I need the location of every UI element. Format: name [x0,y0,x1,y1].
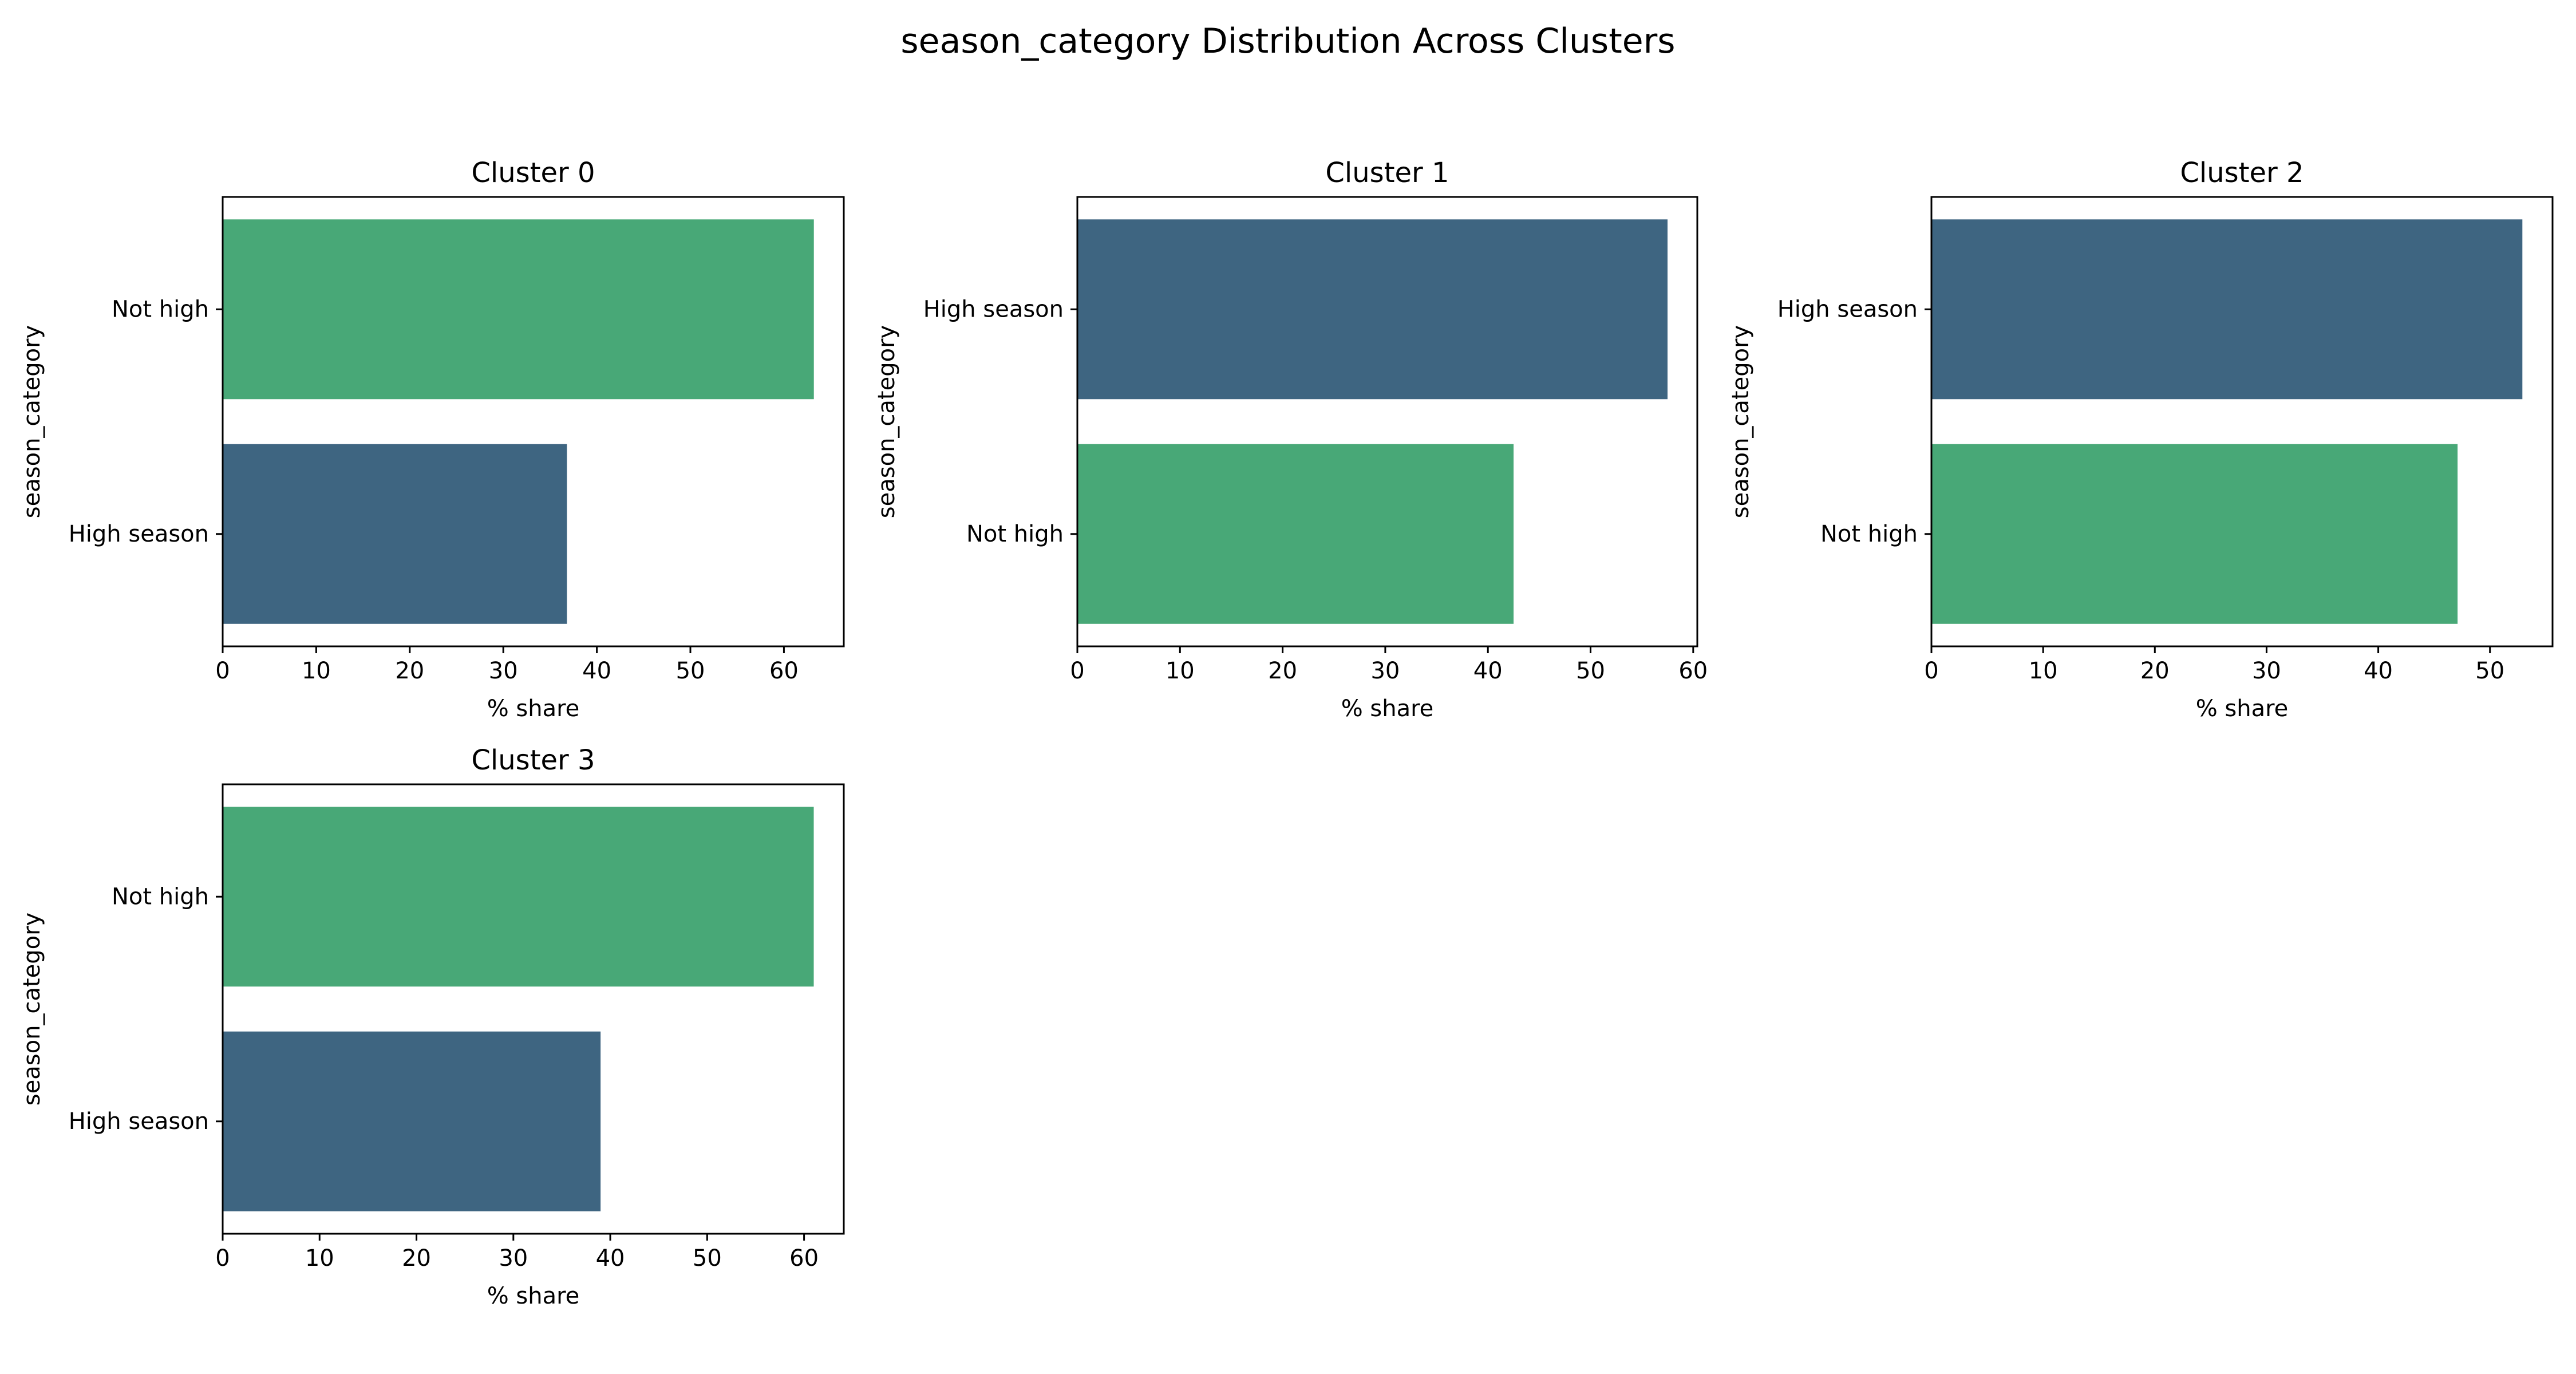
x-tick-label: 50 [693,1245,722,1272]
bar-high-season [223,444,567,624]
bar-not-high [1931,444,2458,624]
y-axis-label: season_category [19,913,45,1105]
y-tick-label: High season [1777,296,1918,322]
y-axis-label: season_category [19,325,45,518]
x-tick-label: 50 [2475,658,2504,684]
subplots: Not high High season 0 10 20 30 40 50 60 Cluster … [19,157,2554,1309]
x-tick-label: 10 [2029,658,2058,684]
x-axis-label: % share [487,1283,580,1309]
axes-frame [1930,196,2554,647]
x-tick-label: 0 [215,1245,230,1272]
x-tick-label: 40 [596,1245,625,1272]
x-tick-label: 20 [1268,658,1297,684]
bar-high-season [1931,219,2523,400]
x-tick-label: 50 [676,658,705,684]
x-tick-label: 0 [1924,658,1938,684]
y-tick-label: Not high [1820,521,1918,547]
x-tick-label: 20 [402,1245,431,1272]
x-tick-label: 0 [215,658,230,684]
y-axis-label: season_category [1728,325,1754,518]
y-axis-label: season_category [874,325,900,518]
x-tick-label: 30 [2252,658,2281,684]
bar-not-high [223,807,814,987]
y-tick-label: Not high [112,296,209,322]
figure-title: season_category Distribution Across Clus… [900,21,1675,61]
axes-frame [1076,196,1698,647]
x-axis-label: % share [2196,696,2289,722]
y-tick-label: Not high [112,883,209,910]
subplot-cluster-0: Not high High season 0 10 20 30 40 50 60 Cluster … [19,157,845,722]
x-tick-label: 20 [2140,658,2170,684]
x-axis-label: % share [487,696,580,722]
axes-frame [222,196,845,647]
subplot-title: Cluster 2 [2180,157,2304,189]
x-tick-label: 40 [2364,658,2393,684]
bar-not-high [1077,444,1514,624]
x-tick-label: 60 [789,1245,819,1272]
x-tick-label: 20 [395,658,424,684]
x-tick-label: 30 [489,658,518,684]
x-tick-label: 0 [1070,658,1084,684]
x-tick-label: 40 [582,658,611,684]
y-tick-label: High season [69,1108,209,1135]
bar-not-high [223,219,814,400]
y-tick-label: Not high [966,521,1064,547]
y-tick-label: High season [923,296,1064,322]
x-tick-label: 10 [305,1245,334,1272]
x-tick-label: 10 [302,658,331,684]
bar-high-season [1077,219,1668,400]
subplot-title: Cluster 0 [471,157,595,189]
subplot-title: Cluster 3 [471,744,595,776]
x-tick-label: 40 [1473,658,1503,684]
subplot-cluster-2: High season Not high 0 10 20 30 40 50 Cluster 2%… [1728,157,2554,722]
x-tick-label: 30 [499,1245,528,1272]
x-axis-label: % share [1341,696,1434,722]
x-tick-label: 50 [1576,658,1605,684]
subplot-cluster-1: High season Not high 0 10 20 30 40 50 60 Cluster … [874,157,1708,722]
x-tick-label: 10 [1165,658,1195,684]
axes-frame [222,783,845,1235]
x-tick-label: 60 [769,658,799,684]
x-tick-label: 30 [1370,658,1400,684]
subplot-title: Cluster 1 [1325,157,1449,189]
y-tick-label: High season [69,521,209,547]
subplot-cluster-3: Not high High season 0 10 20 30 40 50 60 Cluster … [19,744,845,1309]
x-tick-label: 60 [1678,658,1708,684]
bar-high-season [223,1031,601,1211]
